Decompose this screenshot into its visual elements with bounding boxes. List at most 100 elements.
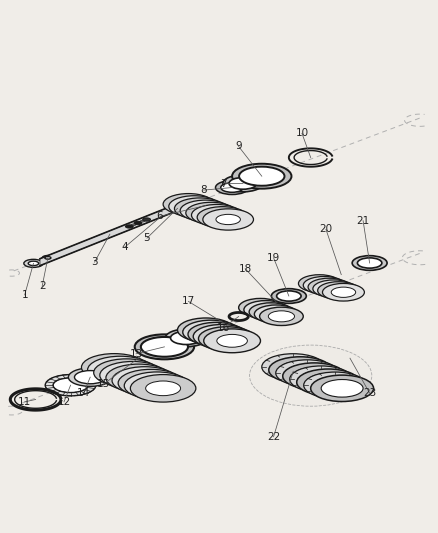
Ellipse shape [121,370,156,385]
Ellipse shape [183,320,240,344]
Ellipse shape [307,374,349,391]
Text: 13: 13 [129,349,143,359]
Text: 12: 12 [57,397,71,407]
Ellipse shape [140,221,145,222]
Ellipse shape [106,364,171,392]
Text: 8: 8 [201,185,207,195]
Ellipse shape [215,181,249,195]
Ellipse shape [276,360,339,386]
Ellipse shape [68,368,112,386]
Ellipse shape [286,364,328,382]
Text: 18: 18 [239,264,252,273]
Ellipse shape [125,225,133,228]
Ellipse shape [239,298,283,317]
Text: 20: 20 [319,224,332,235]
Text: 23: 23 [363,388,376,398]
Ellipse shape [140,378,174,393]
Ellipse shape [307,278,332,289]
Ellipse shape [124,372,190,399]
Ellipse shape [260,307,303,326]
Ellipse shape [193,206,218,216]
Ellipse shape [283,363,346,389]
Ellipse shape [199,208,223,218]
Ellipse shape [254,305,298,324]
Ellipse shape [293,367,335,385]
Ellipse shape [352,256,387,270]
Text: 17: 17 [182,296,195,306]
Ellipse shape [45,375,96,396]
Ellipse shape [277,291,301,301]
Ellipse shape [217,334,247,347]
Ellipse shape [321,284,346,294]
Ellipse shape [205,210,229,220]
Ellipse shape [134,221,142,224]
Ellipse shape [304,372,367,399]
Ellipse shape [249,303,293,321]
Text: 21: 21 [357,216,370,225]
Text: 14: 14 [77,388,90,398]
Ellipse shape [174,198,225,219]
Ellipse shape [42,255,53,260]
Ellipse shape [203,209,254,230]
Ellipse shape [115,368,150,383]
Ellipse shape [268,311,294,322]
Ellipse shape [197,207,248,228]
Text: 16: 16 [217,322,230,333]
Ellipse shape [247,302,274,313]
Ellipse shape [74,370,106,384]
Ellipse shape [180,200,231,221]
Text: 6: 6 [157,211,163,221]
Ellipse shape [269,357,332,383]
Ellipse shape [279,361,321,379]
Ellipse shape [297,369,360,395]
Ellipse shape [321,379,363,397]
Ellipse shape [94,359,159,386]
Ellipse shape [253,304,279,316]
Text: 11: 11 [18,397,32,407]
Ellipse shape [223,175,263,192]
Ellipse shape [182,201,206,212]
Text: 19: 19 [267,253,280,263]
Ellipse shape [187,204,212,214]
Ellipse shape [112,367,177,394]
Text: 3: 3 [91,257,98,267]
Text: 4: 4 [122,242,128,252]
Ellipse shape [204,329,261,353]
Ellipse shape [53,378,88,392]
Ellipse shape [272,358,314,376]
Ellipse shape [239,167,285,185]
Ellipse shape [206,330,237,343]
Text: 10: 10 [295,128,308,139]
Ellipse shape [176,199,201,209]
Ellipse shape [196,326,226,338]
Ellipse shape [191,324,221,336]
Ellipse shape [198,327,255,351]
Ellipse shape [290,366,353,392]
Text: 5: 5 [144,233,150,243]
Ellipse shape [331,287,356,297]
Ellipse shape [170,332,202,344]
Ellipse shape [357,258,382,268]
Ellipse shape [322,284,364,301]
Ellipse shape [314,376,356,394]
Ellipse shape [312,280,336,290]
Ellipse shape [232,164,291,189]
Ellipse shape [134,376,168,390]
Ellipse shape [210,212,235,222]
Ellipse shape [300,370,342,388]
Ellipse shape [141,337,188,357]
Ellipse shape [24,260,43,268]
Ellipse shape [109,365,144,380]
Ellipse shape [258,306,284,318]
Ellipse shape [81,353,147,381]
Ellipse shape [201,328,232,341]
Ellipse shape [313,280,355,297]
Ellipse shape [97,360,132,375]
Ellipse shape [221,183,244,192]
Ellipse shape [298,274,340,292]
Text: 9: 9 [235,141,242,151]
Ellipse shape [262,354,325,380]
Ellipse shape [177,318,234,342]
Ellipse shape [28,261,39,265]
Ellipse shape [318,282,360,300]
